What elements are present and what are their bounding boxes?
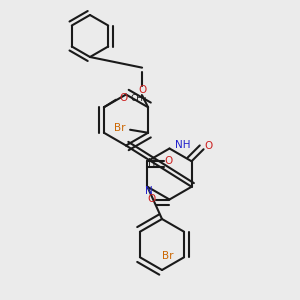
Text: O: O <box>147 194 156 205</box>
Text: H: H <box>148 158 155 168</box>
Text: O: O <box>138 85 146 95</box>
Text: O: O <box>204 141 212 151</box>
Text: O: O <box>119 93 128 103</box>
Text: Br: Br <box>114 123 125 133</box>
Text: NH: NH <box>176 140 191 151</box>
Text: Br: Br <box>162 251 173 261</box>
Text: O: O <box>164 156 172 166</box>
Text: CH₃: CH₃ <box>131 94 148 103</box>
Text: N: N <box>145 186 153 196</box>
